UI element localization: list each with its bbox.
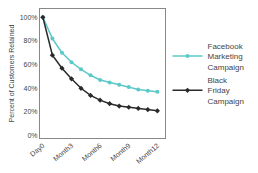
svg-text:40%: 40% <box>24 85 38 92</box>
svg-text:Percent of Customers Retained: Percent of Customers Retained <box>8 25 15 123</box>
svg-text:Month12: Month12 <box>135 142 160 165</box>
svg-text:20%: 20% <box>24 108 38 115</box>
svg-text:BlackFridayCampaign: BlackFridayCampaign <box>208 76 244 106</box>
svg-text:FacebookMarketingCampaign: FacebookMarketingCampaign <box>208 42 244 72</box>
svg-text:Month3: Month3 <box>52 142 74 162</box>
svg-text:0%: 0% <box>27 132 37 139</box>
svg-text:Month9: Month9 <box>109 142 131 162</box>
svg-text:80%: 80% <box>24 37 38 44</box>
svg-text:Month6: Month6 <box>81 142 103 162</box>
svg-text:60%: 60% <box>24 61 38 68</box>
svg-text:100%: 100% <box>20 14 38 21</box>
svg-text:Day0: Day0 <box>29 142 47 159</box>
